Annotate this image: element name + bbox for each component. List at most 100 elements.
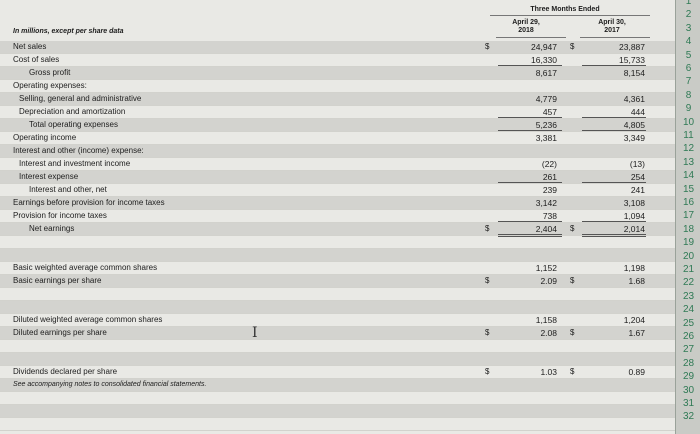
row-label: Net earnings [29, 224, 75, 233]
statement-row[interactable]: Interest and investment income (22) (13) [0, 158, 675, 171]
statement-row[interactable]: Net earnings $2,404 $2,014 [0, 223, 675, 237]
row-number[interactable]: 31 [682, 398, 695, 409]
row-number[interactable]: 8 [685, 89, 692, 101]
statement-row[interactable]: Basic earnings per share $2.09 $1.68 [0, 275, 675, 288]
statement-row[interactable] [0, 340, 675, 353]
row-label: Interest and other, net [29, 185, 107, 194]
row-number[interactable]: 4 [685, 36, 692, 48]
statement-row[interactable]: Provision for income taxes 738 1,094 [0, 210, 675, 223]
dollar-sign: $ [570, 224, 575, 233]
row-label: Total operating expenses [29, 120, 118, 129]
row-number[interactable]: 30 [682, 384, 695, 396]
statement-row[interactable] [0, 405, 675, 418]
row-number[interactable]: 13 [682, 156, 695, 168]
value-2018: 1,158 [535, 315, 557, 325]
statement-row[interactable]: Total operating expenses 5,236 4,805 [0, 119, 675, 132]
row-number[interactable]: 28 [682, 357, 695, 369]
row-number[interactable]: 10 [682, 116, 695, 128]
statement-row[interactable]: Net sales $24,947 $23,887 [0, 41, 675, 54]
value-2017: 1.68 [628, 276, 645, 286]
row-number[interactable]: 19 [682, 237, 695, 249]
row-label: Operating expenses: [13, 81, 87, 90]
row-number[interactable]: 15 [682, 183, 695, 195]
col2-header-line2: 2017 [604, 27, 620, 34]
value-2018: 3,142 [535, 198, 557, 208]
row-number[interactable]: 21 [682, 264, 695, 275]
value-2017: 4,805 [623, 120, 645, 130]
dollar-sign: $ [485, 276, 490, 285]
statement-row[interactable]: Operating income 3,381 3,349 [0, 132, 675, 145]
value-2017: 8,154 [623, 68, 645, 78]
row-number[interactable]: 5 [685, 49, 692, 61]
row-label: Basic earnings per share [13, 276, 102, 285]
statement-row[interactable]: Dividends declared per share $1.03 $0.89 [0, 366, 675, 379]
statement-row[interactable]: Selling, general and administrative 4,779… [0, 93, 675, 106]
value-2017: 254 [630, 172, 645, 182]
value-2018: (22) [541, 159, 557, 169]
row-number[interactable]: 7 [685, 76, 692, 88]
statement-row[interactable] [0, 236, 675, 249]
row-number[interactable]: 18 [682, 223, 695, 235]
row-label: Depreciation and amortization [19, 107, 126, 116]
statement-row[interactable]: Interest and other, net 239 241 [0, 184, 675, 197]
row-number[interactable]: 27 [682, 344, 695, 356]
row-number[interactable]: 24 [682, 304, 695, 316]
units-note: In millions, except per share data [13, 28, 124, 35]
statement-row[interactable]: Interest and other (income) expense: [0, 145, 675, 158]
col1-header-line2: 2018 [518, 27, 534, 34]
row-number[interactable]: 16 [682, 197, 695, 208]
financial-statement-sheet: In millions, except per share data Three… [0, 6, 675, 431]
statement-row[interactable]: Operating expenses: [0, 80, 675, 93]
dollar-sign: $ [485, 42, 490, 51]
statement-row[interactable] [0, 418, 675, 431]
statement-row[interactable] [0, 301, 675, 314]
statement-row[interactable]: Interest expense 261 254 [0, 171, 675, 184]
row-number[interactable]: 17 [682, 210, 695, 222]
row-number[interactable]: 22 [682, 277, 695, 289]
statement-row[interactable]: Earnings before provision for income tax… [0, 197, 675, 210]
value-2018: 2.08 [540, 328, 557, 338]
row-number[interactable]: 23 [682, 290, 695, 302]
row-number[interactable]: 20 [682, 250, 695, 262]
row-number[interactable]: 32 [682, 411, 695, 423]
statement-row[interactable]: See accompanying notes to consolidated f… [0, 379, 675, 392]
row-label: Diluted earnings per share [13, 328, 107, 337]
row-number[interactable]: 11 [683, 130, 694, 141]
row-number[interactable]: 1 [685, 0, 692, 7]
row-label: Gross profit [29, 68, 71, 77]
statement-row[interactable]: Diluted weighted average common shares 1,… [0, 314, 675, 327]
statement-row[interactable]: Gross profit 8,617 8,154 [0, 67, 675, 80]
row-number[interactable]: 25 [682, 317, 695, 329]
statement-row[interactable]: Depreciation and amortization 457 444 [0, 106, 675, 119]
value-2017: 0.89 [628, 367, 645, 377]
row-label: See accompanying notes to consolidated f… [13, 381, 207, 388]
statement-row[interactable]: Diluted earnings per share $2.08 $1.67 [0, 327, 675, 340]
row-label: Diluted weighted average common shares [13, 315, 163, 324]
statement-row[interactable] [0, 288, 675, 301]
value-2017: 444 [630, 107, 645, 117]
value-2018: 1.03 [540, 367, 557, 377]
value-2018: 1,152 [535, 263, 557, 273]
row-number[interactable]: 26 [682, 331, 695, 342]
row-number[interactable]: 14 [682, 170, 695, 182]
value-2017: 3,108 [623, 198, 645, 208]
statement-row[interactable] [0, 392, 675, 405]
statement-row[interactable] [0, 249, 675, 262]
row-number[interactable]: 9 [685, 103, 692, 115]
row-number[interactable]: 2 [685, 9, 692, 21]
row-label: Basic weighted average common shares [13, 263, 158, 272]
value-2018: 24,947 [531, 42, 557, 52]
row-number[interactable]: 6 [685, 63, 692, 74]
value-2017: 15,733 [619, 55, 645, 65]
statement-row[interactable] [0, 353, 675, 366]
row-number[interactable]: 12 [682, 143, 695, 155]
statement-row[interactable]: Cost of sales 16,330 15,733 [0, 54, 675, 67]
statement-row[interactable]: Basic weighted average common shares 1,15… [0, 262, 675, 275]
value-2017: 3,349 [623, 133, 645, 143]
row-number[interactable]: 3 [685, 22, 692, 34]
row-label: Cost of sales [13, 55, 60, 64]
value-2018: 5,236 [535, 120, 557, 130]
value-2017: 23,887 [619, 42, 645, 52]
value-2017: 1,094 [623, 211, 645, 221]
row-number[interactable]: 29 [682, 371, 695, 383]
